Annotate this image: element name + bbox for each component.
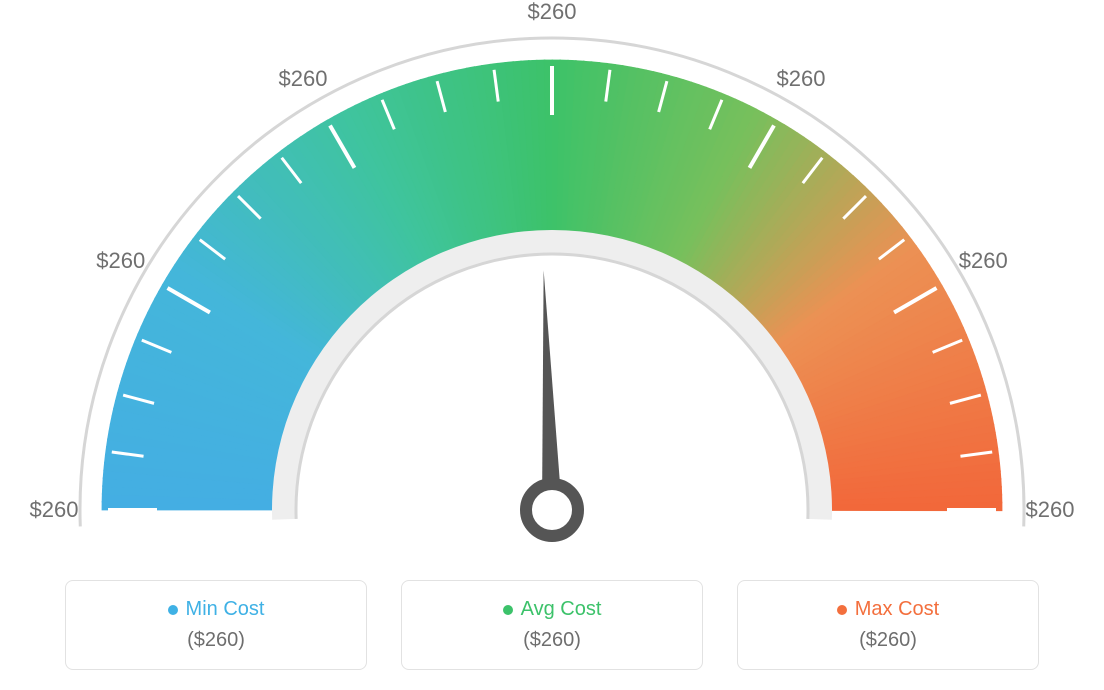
gauge-hub	[526, 484, 578, 536]
dot-icon	[168, 605, 178, 615]
gauge-needle	[542, 270, 562, 510]
tick-label: $260	[959, 248, 1008, 274]
gauge-svg	[0, 0, 1104, 560]
legend-title-avg: Avg Cost	[503, 598, 602, 621]
tick-label: $260	[1026, 497, 1075, 523]
dot-icon	[837, 605, 847, 615]
legend-label: Max Cost	[855, 598, 939, 621]
legend-max-cost: Max Cost ($260)	[737, 580, 1039, 670]
gauge-area: $260 $260 $260 $260 $260 $260 $260	[0, 0, 1104, 560]
legend-value: ($260)	[859, 629, 917, 652]
legend-row: Min Cost ($260) Avg Cost ($260) Max Cost…	[0, 580, 1104, 670]
dot-icon	[503, 605, 513, 615]
cost-gauge-chart: { "gauge": { "type": "gauge", "center_x"…	[0, 0, 1104, 690]
legend-value: ($260)	[187, 629, 245, 652]
legend-title-min: Min Cost	[168, 598, 265, 621]
tick-label: $260	[528, 0, 577, 25]
legend-label: Min Cost	[186, 598, 265, 621]
legend-label: Avg Cost	[521, 598, 602, 621]
tick-label: $260	[279, 66, 328, 92]
tick-label: $260	[777, 66, 826, 92]
tick-label: $260	[96, 248, 145, 274]
legend-min-cost: Min Cost ($260)	[65, 580, 367, 670]
legend-value: ($260)	[523, 629, 581, 652]
legend-title-max: Max Cost	[837, 598, 939, 621]
legend-avg-cost: Avg Cost ($260)	[401, 580, 703, 670]
tick-label: $260	[30, 497, 79, 523]
